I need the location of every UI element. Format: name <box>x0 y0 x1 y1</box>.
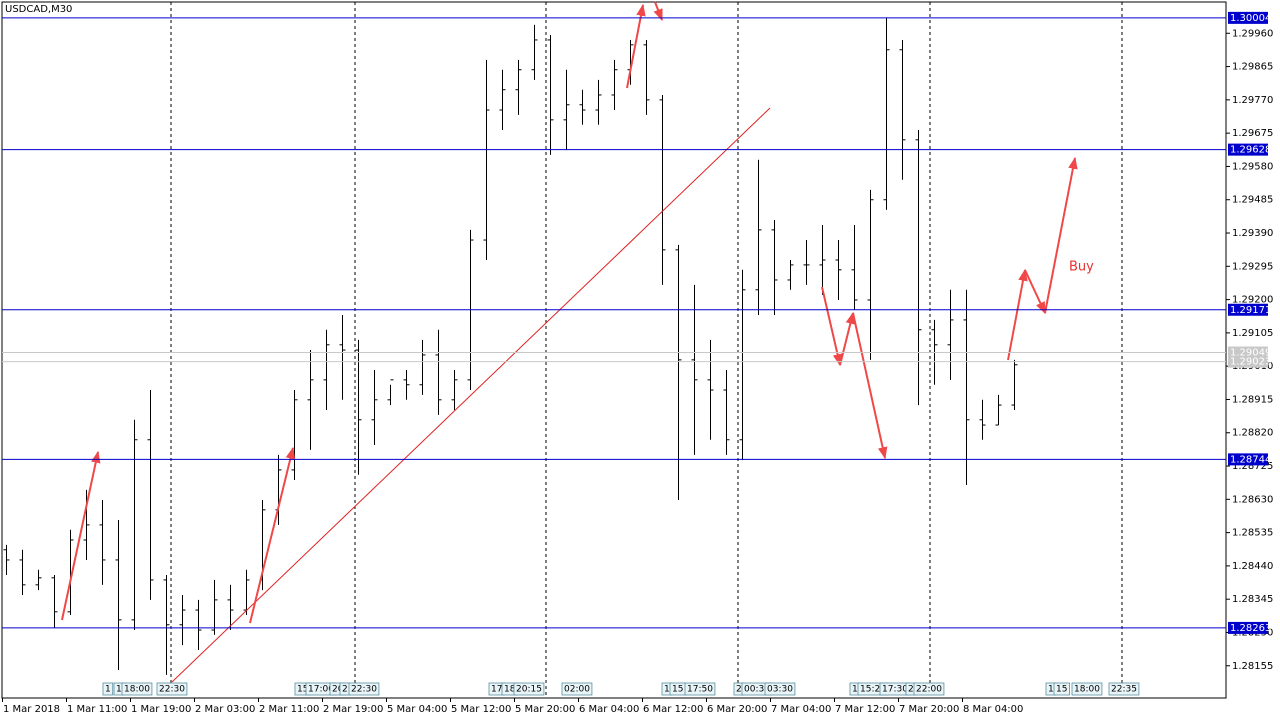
event-label: 22:30 <box>351 685 377 695</box>
event-label: 17:00 <box>308 685 334 695</box>
y-tick-label: 1.29485 <box>1232 195 1273 206</box>
x-tick-label: 2 Mar 19:00 <box>323 704 383 715</box>
event-box <box>1071 682 1103 696</box>
event-box <box>513 682 545 696</box>
event-label: 15 <box>1056 685 1067 695</box>
x-tick-label: 6 Mar 04:00 <box>579 704 639 715</box>
event-box <box>913 682 945 696</box>
event-label: 2 <box>908 685 914 695</box>
y-tick-label: 1.28440 <box>1232 561 1273 572</box>
level-label-box <box>1228 11 1268 24</box>
price-label-box <box>1228 346 1268 359</box>
x-tick-label: 2 Mar 11:00 <box>259 704 319 715</box>
price-label: 1.29049 <box>1230 348 1271 359</box>
x-tick-label: 5 Mar 12:00 <box>451 704 511 715</box>
y-tick-label: 1.29770 <box>1232 95 1273 106</box>
arrows <box>61 1 1078 624</box>
x-tick-label: 7 Mar 12:00 <box>835 704 895 715</box>
annotation: Buy <box>1069 260 1094 275</box>
event-label: 17 <box>491 685 502 695</box>
event-label: 1 <box>664 685 670 695</box>
level-label: 1.28744 <box>1230 454 1271 465</box>
y-tick-label: 1.28725 <box>1232 461 1273 472</box>
event-box <box>102 682 114 696</box>
x-tick-label: 5 Mar 04:00 <box>387 704 447 715</box>
y-tick-label: 1.29580 <box>1232 161 1273 172</box>
chart-title: USDCAD,M30 <box>5 4 72 15</box>
event-label: 22:00 <box>916 685 942 695</box>
event-label: 22:35 <box>1111 685 1137 695</box>
x-tick-label: 7 Mar 20:00 <box>899 704 959 715</box>
event-label: 2 <box>736 685 742 695</box>
event-label: 15:20 <box>860 685 886 695</box>
y-tick-label: 1.29675 <box>1232 128 1273 139</box>
event-label: 1 <box>852 685 858 695</box>
x-tick-label: 8 Mar 04:00 <box>963 704 1023 715</box>
x-tick-label: 6 Mar 20:00 <box>707 704 767 715</box>
event-label: 1 <box>105 685 111 695</box>
event-label: 18 <box>504 685 516 695</box>
event-box <box>1053 682 1070 696</box>
event-box <box>561 682 593 696</box>
y-tick-label: 1.29295 <box>1232 261 1273 272</box>
x-tick-label: 2 Mar 03:00 <box>195 704 255 715</box>
y-tick-label: 1.28155 <box>1232 661 1273 672</box>
event-label: 22:30 <box>159 685 185 695</box>
level-label: 1.28263 <box>1230 623 1271 634</box>
level-label: 1.29628 <box>1230 145 1271 156</box>
price-label-box <box>1228 355 1268 368</box>
event-box <box>684 682 716 696</box>
y-tick-label: 1.29960 <box>1232 28 1273 39</box>
event-label: 15 <box>297 685 308 695</box>
event-label: 1 <box>116 685 122 695</box>
event-label: 02:00 <box>564 685 590 695</box>
level-label-box <box>1228 621 1268 634</box>
event-box <box>156 682 188 696</box>
event-box <box>1108 682 1140 696</box>
trend-line <box>171 107 771 683</box>
event-label: 17:50 <box>687 685 713 695</box>
level-label-box <box>1228 453 1268 466</box>
event-box <box>348 682 380 696</box>
event-label: 18:00 <box>124 685 150 695</box>
event-label: 20:15 <box>516 685 542 695</box>
y-tick-label: 1.28915 <box>1232 394 1273 405</box>
y-tick-label: 1.28535 <box>1232 528 1273 539</box>
y-tick-label: 1.29390 <box>1232 228 1273 239</box>
x-tick-label: 6 Mar 12:00 <box>643 704 703 715</box>
event-box <box>764 682 796 696</box>
y-tick-label: 1.28820 <box>1232 428 1273 439</box>
level-label-box <box>1228 143 1268 156</box>
event-label: 17:30 <box>882 685 908 695</box>
level-label: 1.29171 <box>1230 305 1271 316</box>
y-tick-label: 1.28345 <box>1232 594 1273 605</box>
x-tick-label: 1 Mar 2018 <box>3 704 60 715</box>
event-label: 15 <box>672 685 683 695</box>
event-label: 2 <box>342 685 348 695</box>
y-tick-label: 1.28630 <box>1232 494 1273 505</box>
plot-frame <box>1 1 1227 699</box>
y-tick-label: 1.29865 <box>1232 62 1273 73</box>
event-label: 03:30 <box>767 685 793 695</box>
x-tick-label: 1 Mar 11:00 <box>67 704 127 715</box>
price-label: 1.29023 <box>1230 357 1271 368</box>
event-label: 1 <box>1048 685 1054 695</box>
y-tick-label: 1.29200 <box>1232 295 1273 306</box>
event-label: 00:30 <box>744 685 770 695</box>
day-separators <box>170 2 1123 698</box>
x-tick-label: 1 Mar 19:00 <box>131 704 191 715</box>
event-label: 18:00 <box>1074 685 1100 695</box>
event-box <box>121 682 153 696</box>
bars <box>3 17 1018 675</box>
y-tick-label: 1.29105 <box>1232 328 1273 339</box>
level-label: 1.30004 <box>1230 13 1271 24</box>
event-label: 20 <box>332 685 344 695</box>
x-tick-label: 5 Mar 20:00 <box>515 704 575 715</box>
x-tick-label: 7 Mar 04:00 <box>771 704 831 715</box>
level-label-box <box>1228 303 1268 316</box>
